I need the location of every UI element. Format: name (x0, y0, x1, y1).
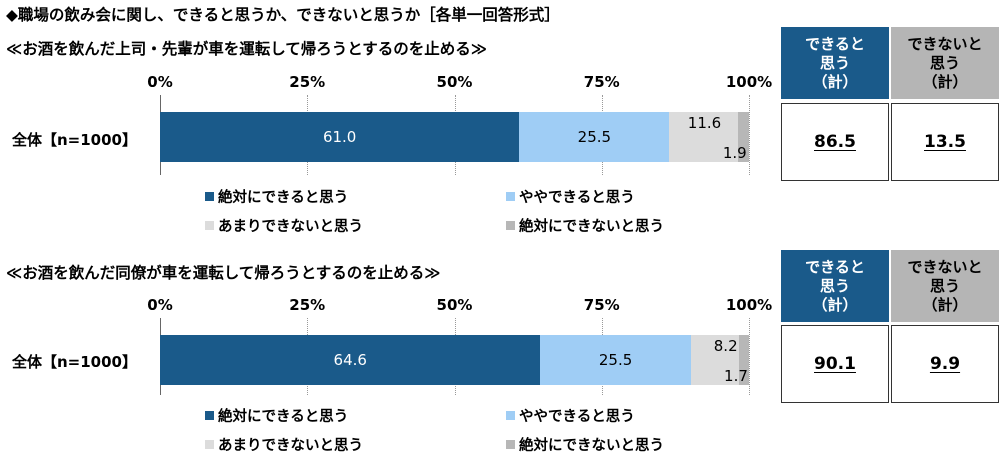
legend-2-somewhat-can: ややできると思う (506, 405, 635, 426)
data-label-somewhat-can: 25.5 (598, 351, 633, 369)
summary-2-cannot-box: 9.9 (891, 325, 999, 403)
legend-2-cannot-at-all: 絶対にできないと思う (506, 434, 664, 455)
data-label-cannot-at-all: 1.9 (722, 144, 747, 162)
x-tick-label: 75% (583, 296, 620, 314)
legend-swatch (506, 192, 515, 201)
x-tick-label: 50% (436, 296, 473, 314)
bar-segment-strongly-can (160, 112, 520, 162)
legend-2-somewhat-cannot: あまりできないと思う (205, 434, 363, 455)
legend-1-somewhat-cannot: あまりできないと思う (205, 215, 363, 236)
summary-2-cannot-value: 9.9 (929, 354, 961, 374)
legend-swatch (506, 440, 515, 449)
bar-segment-somewhat-can (519, 112, 670, 162)
bar-segment-somewhat-can (540, 335, 691, 385)
legend-swatch (205, 440, 214, 449)
summary-1-cannot-box: 13.5 (891, 103, 999, 181)
gridline (749, 318, 750, 395)
x-tick-label: 75% (583, 73, 620, 91)
gridline (749, 95, 750, 175)
x-tick-label: 50% (436, 73, 473, 91)
legend-swatch (205, 192, 214, 201)
summary-1-can-box: 86.5 (781, 103, 889, 181)
legend-swatch (205, 411, 214, 420)
x-tick-label: 25% (289, 296, 326, 314)
legend-swatch (506, 411, 515, 420)
chart-1-title: ≪お酒を飲んだ上司・先輩が車を運転して帰ろうとするのを止める≫ (6, 40, 488, 58)
x-tick-label: 100% (725, 73, 773, 91)
summary-2-can-header: できると 思う （計） (781, 250, 889, 322)
legend-2-strongly-can: 絶対にできると思う (205, 405, 348, 426)
bar-segment-cannot-at-all (738, 335, 749, 385)
summary-1-can-value: 86.5 (814, 132, 856, 152)
main-title: ◆職場の飲み会に関し、できると思うか、できないと思うか［各単一回答形式］ (6, 6, 560, 24)
summary-1-can-header: できると 思う （計） (781, 27, 889, 99)
x-tick-label: 100% (725, 296, 773, 314)
bar-segment-cannot-at-all (737, 112, 749, 162)
data-label-strongly-can: 61.0 (322, 128, 357, 146)
legend-1-strongly-can: 絶対にできると思う (205, 186, 348, 207)
summary-1-cannot-value: 13.5 (924, 132, 966, 152)
legend-1-somewhat-can: ややできると思う (506, 186, 635, 207)
chart-2-title: ≪お酒を飲んだ同僚が車を運転して帰ろうとするのを止める≫ (6, 264, 441, 282)
summary-2-cannot-header: できないと 思う （計） (891, 250, 999, 322)
bar-segment-strongly-can (160, 335, 541, 385)
data-label-somewhat-cannot: 8.2 (713, 337, 738, 355)
legend-swatch (506, 221, 515, 230)
x-tick-label: 0% (147, 73, 173, 91)
x-tick-label: 0% (147, 296, 173, 314)
x-tick-label: 25% (289, 73, 326, 91)
data-label-cannot-at-all: 1.7 (724, 367, 748, 385)
chart-2-row-label: 全体【n=1000】 (12, 353, 137, 371)
summary-2-can-box: 90.1 (781, 325, 889, 403)
legend-swatch (205, 221, 214, 230)
chart-1-row-label: 全体【n=1000】 (12, 131, 137, 149)
data-label-somewhat-can: 25.5 (577, 128, 612, 146)
data-label-somewhat-cannot: 11.6 (687, 114, 722, 132)
legend-1-cannot-at-all: 絶対にできないと思う (506, 215, 664, 236)
summary-2-can-value: 90.1 (814, 354, 856, 374)
bar-segment-somewhat-cannot (690, 335, 739, 385)
summary-1-cannot-header: できないと 思う （計） (891, 27, 999, 99)
data-label-strongly-can: 64.6 (333, 351, 367, 369)
bar-segment-somewhat-cannot (669, 112, 738, 162)
